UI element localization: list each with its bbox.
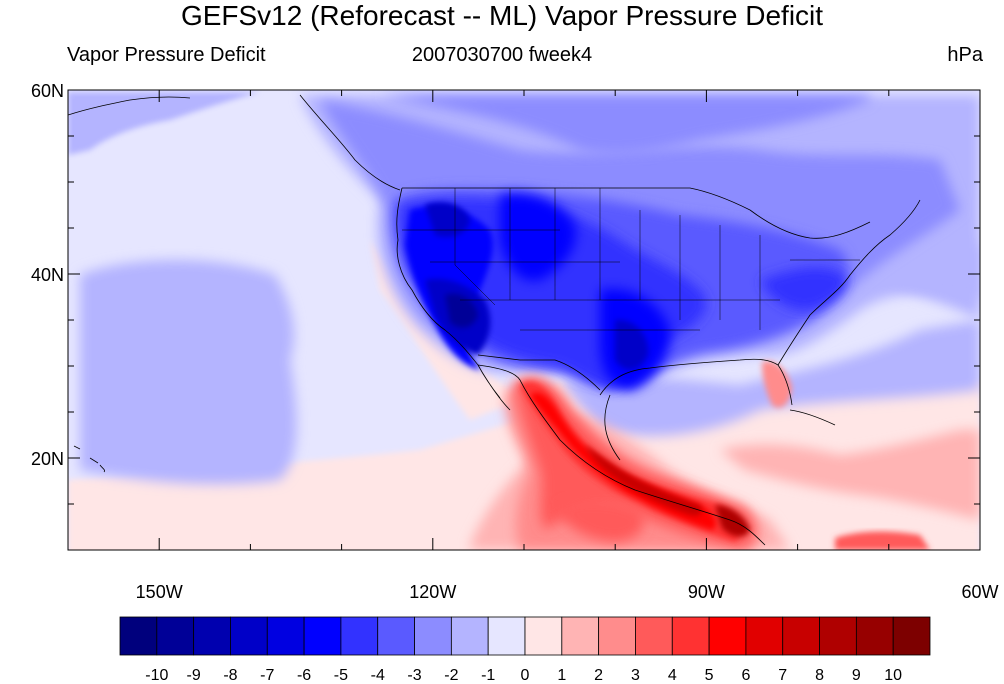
colorbar-box xyxy=(266,616,305,656)
vpd-field xyxy=(68,90,980,550)
coastline-mexico xyxy=(477,364,766,546)
colorbar-label: -4 xyxy=(371,667,385,684)
colorbar-box xyxy=(635,616,673,656)
field-sierra-8 xyxy=(585,445,702,516)
colorbar-label: -1 xyxy=(481,667,495,684)
field-arizona-10 xyxy=(445,293,478,328)
hawaii-islands xyxy=(73,445,105,473)
colorbar-box xyxy=(193,616,231,656)
alaska-coast xyxy=(68,94,401,191)
lat-label: 40N xyxy=(31,265,64,285)
colorbar-label: -5 xyxy=(334,667,348,684)
field-baja-coast xyxy=(370,240,520,420)
cuba-coast xyxy=(789,409,836,426)
colorbar-box xyxy=(892,616,931,656)
colorbar-label: -2 xyxy=(444,667,458,684)
variable-label: Vapor Pressure Deficit xyxy=(67,44,266,66)
colorbar-label: 5 xyxy=(705,667,714,684)
us-mexico-border xyxy=(477,354,601,391)
colorbar-label: 4 xyxy=(668,667,677,684)
colorbar-box xyxy=(377,616,415,656)
colorbar-boxes xyxy=(119,616,931,656)
field-idaho-8 xyxy=(425,202,470,237)
lon-label: 60W xyxy=(961,582,998,602)
colorbar-label: -3 xyxy=(407,667,421,684)
colorbar-box xyxy=(303,616,342,656)
lat-label: 20N xyxy=(31,449,64,469)
units-label: hPa xyxy=(947,44,983,66)
field-florida xyxy=(762,361,792,408)
date-label: 2007030700 fweek4 xyxy=(411,44,593,66)
colorbar-label: -9 xyxy=(187,667,201,684)
field-texas-8 xyxy=(615,319,649,370)
field-northeast-5 xyxy=(760,267,846,311)
field-rockies-6 xyxy=(500,193,576,281)
field-venezuela xyxy=(835,531,930,550)
colorbar-box xyxy=(561,616,600,656)
colorbar-label: 7 xyxy=(778,667,787,684)
colorbar-box xyxy=(819,616,857,656)
lon-label: 120W xyxy=(409,582,456,602)
colorbar-label: 1 xyxy=(557,667,566,684)
colorbar-label: -7 xyxy=(260,667,274,684)
coastline-gulf xyxy=(599,358,793,461)
colorbar-label: -6 xyxy=(297,667,311,684)
colorbar-label: 8 xyxy=(815,667,824,684)
colorbar-label: 3 xyxy=(631,667,640,684)
colorbar-box xyxy=(708,616,747,656)
colorbar-label: 6 xyxy=(741,667,750,684)
coastline-east xyxy=(777,199,921,366)
field-caribbean xyxy=(720,430,980,520)
lat-label: 60N xyxy=(31,81,64,101)
colorbar-box xyxy=(524,616,563,656)
map-outlines xyxy=(68,94,921,546)
field-canada-north xyxy=(380,95,870,155)
colorbar-box xyxy=(414,616,452,656)
colorbar-box xyxy=(119,616,158,656)
colorbar-box xyxy=(450,616,489,656)
colorbar-box xyxy=(340,616,379,656)
colorbar-box xyxy=(230,616,268,656)
field-mexico-south xyxy=(560,499,644,542)
field-pacific-patch xyxy=(80,260,297,485)
lon-label: 90W xyxy=(688,582,725,602)
colorbar-labels: -10 -9 -8 -7 -6 -5 -4 -3 -2 -1 0 1 2 3 4 5 6 7 8 9 10 xyxy=(145,667,902,684)
colorbar-label: 9 xyxy=(852,667,861,684)
colorbar-label: -8 xyxy=(223,667,237,684)
colorbar-box xyxy=(156,616,195,656)
lat-labels: 60N 40N 20N xyxy=(31,81,64,469)
colorbar-box xyxy=(745,616,784,656)
colorbar-box xyxy=(598,616,636,656)
colorbar-box xyxy=(855,616,894,656)
colorbar-box xyxy=(782,616,820,656)
field-north-pacific xyxy=(68,92,260,155)
lon-labels: 150W 120W 90W 60W xyxy=(136,582,999,602)
colorbar-label: 0 xyxy=(521,667,530,684)
us-canada-border xyxy=(402,187,871,239)
state-lines xyxy=(402,188,860,331)
coastline-baja xyxy=(477,364,511,411)
colorbar-box xyxy=(487,616,526,656)
lon-label: 150W xyxy=(136,582,183,602)
colorbar-label: 10 xyxy=(884,667,902,684)
chart-title: GEFSv12 (Reforecast -- ML) Vapor Pressur… xyxy=(180,0,824,31)
map-ticks xyxy=(67,89,981,551)
colorbar-label: -10 xyxy=(145,667,168,684)
coastline-west xyxy=(396,187,479,366)
colorbar-label: 2 xyxy=(594,667,603,684)
colorbar-box xyxy=(671,616,710,656)
